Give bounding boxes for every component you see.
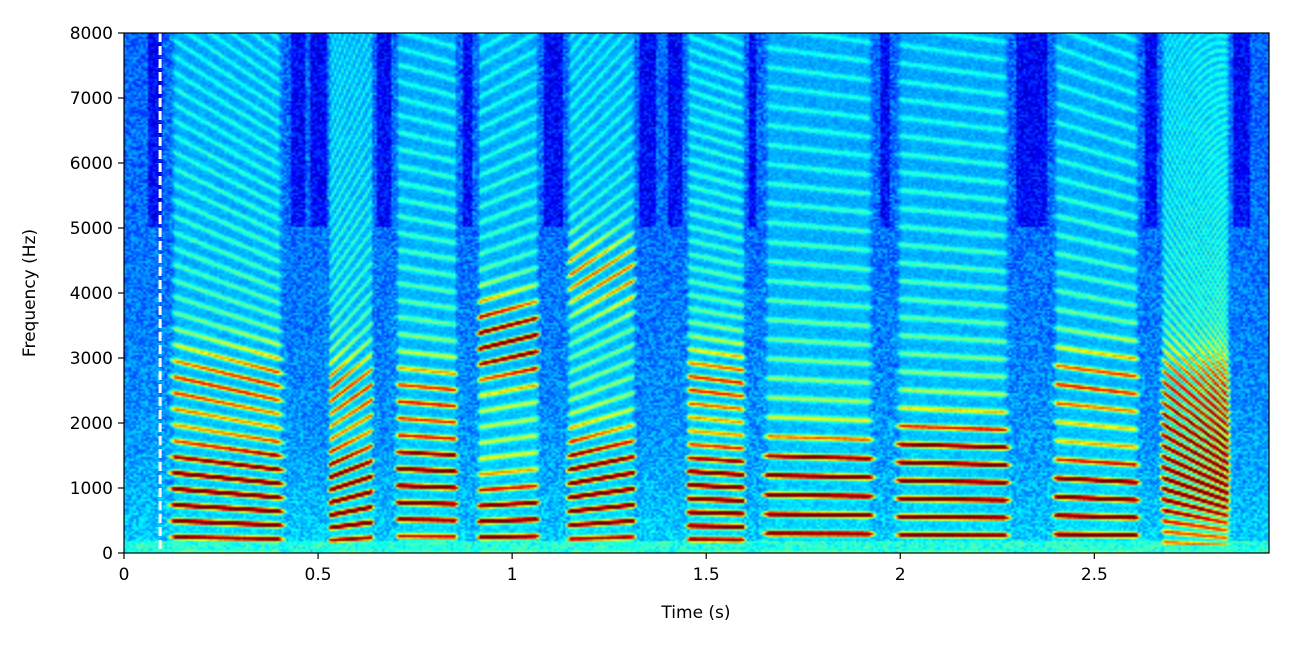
spectrogram-image — [124, 33, 1269, 553]
plot-area — [124, 33, 1269, 553]
y-tick-label: 0 — [102, 544, 113, 564]
x-tick-label: 2 — [895, 565, 906, 585]
x-tick-label: 1.5 — [693, 565, 720, 585]
x-tick-label: 1 — [507, 565, 518, 585]
y-tick-label: 1000 — [70, 479, 113, 499]
x-tick-label: 0 — [119, 565, 130, 585]
y-tick-label: 5000 — [70, 219, 113, 239]
x-tick-label: 0.5 — [305, 565, 332, 585]
y-tick-label: 7000 — [70, 89, 113, 109]
x-axis-label: Time (s) — [660, 603, 730, 623]
y-axis-label: Frequency (Hz) — [20, 229, 40, 357]
y-tick-label: 8000 — [70, 24, 113, 44]
y-tick-label: 6000 — [70, 154, 113, 174]
x-tick-label: 2.5 — [1081, 565, 1108, 585]
y-tick-label: 3000 — [70, 349, 113, 369]
x-axis: 0 0.5 1 1.5 2 2.5 — [119, 553, 1108, 585]
y-tick-label: 2000 — [70, 414, 113, 434]
y-axis: 0 1000 2000 3000 4000 5000 6000 7000 8000 — [70, 24, 124, 564]
y-tick-label: 4000 — [70, 284, 113, 304]
